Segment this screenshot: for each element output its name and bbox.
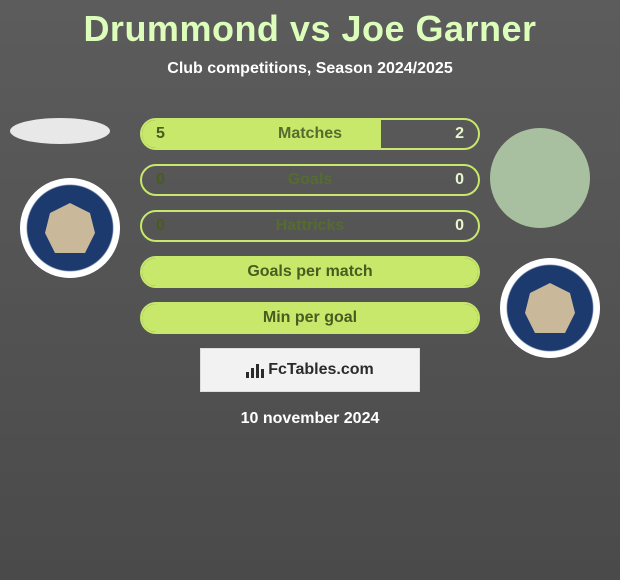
stat-value-left: 0 bbox=[156, 217, 165, 235]
stat-value-right: 2 bbox=[455, 125, 464, 143]
stat-label: Goals bbox=[288, 171, 332, 189]
stat-label: Matches bbox=[278, 125, 342, 143]
stat-value-left: 5 bbox=[156, 125, 165, 143]
club-badge-icon bbox=[20, 178, 120, 278]
comparison-area: 5 2 Matches 0 0 Goals 0 0 Hattricks Goals per mat… bbox=[0, 118, 620, 428]
stat-fill-left bbox=[142, 120, 381, 148]
player-right-club-badge bbox=[500, 258, 600, 358]
brand-footer: FcTables.com bbox=[200, 348, 420, 392]
owl-icon bbox=[525, 283, 575, 333]
comparison-title: Drummond vs Joe Garner bbox=[0, 0, 620, 50]
brand-text: FcTables.com bbox=[268, 361, 374, 379]
player-right-photo bbox=[490, 128, 590, 228]
bars-icon bbox=[246, 362, 264, 378]
stat-value-left: 0 bbox=[156, 171, 165, 189]
stat-label: Hattricks bbox=[276, 217, 344, 235]
comparison-subtitle: Club competitions, Season 2024/2025 bbox=[0, 60, 620, 78]
stat-label: Goals per match bbox=[247, 263, 372, 281]
stat-bars: 5 2 Matches 0 0 Goals 0 0 Hattricks Goals per mat… bbox=[140, 118, 480, 334]
stat-value-right: 0 bbox=[455, 217, 464, 235]
comparison-date: 10 november 2024 bbox=[0, 410, 620, 428]
stat-row: 0 0 Hattricks bbox=[140, 210, 480, 242]
owl-icon bbox=[45, 203, 95, 253]
club-badge-icon bbox=[500, 258, 600, 358]
player-left-club-badge bbox=[20, 178, 120, 278]
stat-label: Min per goal bbox=[263, 309, 357, 327]
stat-row: Min per goal bbox=[140, 302, 480, 334]
fctables-logo: FcTables.com bbox=[246, 361, 374, 379]
stat-row: 5 2 Matches bbox=[140, 118, 480, 150]
player-left-photo bbox=[10, 118, 110, 144]
stat-value-right: 0 bbox=[455, 171, 464, 189]
stat-row: Goals per match bbox=[140, 256, 480, 288]
stat-row: 0 0 Goals bbox=[140, 164, 480, 196]
